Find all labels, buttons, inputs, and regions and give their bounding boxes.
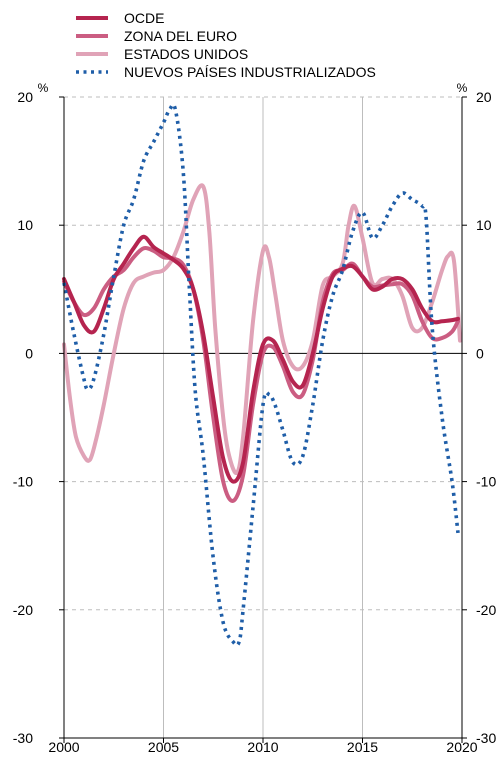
legend-label-0: OCDE	[124, 10, 164, 26]
y-tick-label-right: -10	[476, 474, 496, 490]
y-tick-label-left: -20	[13, 602, 33, 618]
legend-label-1: ZONA DEL EURO	[124, 28, 237, 44]
y-tick-label-left: -30	[13, 730, 33, 746]
legend: OCDE ZONA DEL EURO ESTADOS UNIDOS NUEVOS PA…	[76, 10, 376, 80]
x-tick-label: 2005	[148, 739, 179, 755]
y-tick-label-right: -20	[476, 602, 496, 618]
y-tick-label-right: 10	[476, 217, 492, 233]
x-tick-label: 2010	[247, 739, 278, 755]
x-tick-label: 2000	[48, 739, 79, 755]
y-tick-label-left: 0	[25, 345, 33, 361]
x-tick-label: 2020	[446, 739, 477, 755]
y-tick-label-right: -30	[476, 730, 496, 746]
grid	[64, 96, 462, 738]
series-line-3	[62, 102, 460, 647]
y-unit-right: %	[457, 81, 468, 95]
series-group	[62, 102, 462, 647]
legend-label-2: ESTADOS UNIDOS	[124, 46, 248, 62]
series-line-2	[62, 183, 462, 476]
y-tick-label-right: 20	[476, 89, 492, 105]
y-tick-label-right: 0	[476, 345, 484, 361]
y-unit-left: %	[38, 81, 49, 95]
y-tick-label-left: -10	[13, 474, 33, 490]
legend-label-3: NUEVOS PAÍSES INDUSTRIALIZADOS	[124, 64, 376, 80]
y-tick-label-left: 20	[17, 89, 33, 105]
series-line-0	[62, 234, 460, 484]
series-line-1	[62, 246, 460, 503]
y-tick-label-left: 10	[17, 217, 33, 233]
x-tick-label: 2015	[347, 739, 378, 755]
